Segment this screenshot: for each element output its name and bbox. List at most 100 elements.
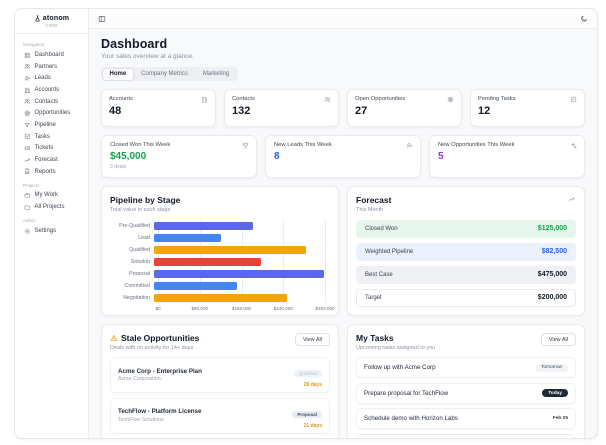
tasks-view-all-button[interactable]: View All: [540, 333, 576, 346]
dashboard-content: Dashboard Your sales overview at a glanc…: [89, 29, 597, 438]
theme-icon[interactable]: [580, 15, 588, 23]
task-due-badge: Feb 25: [552, 416, 568, 421]
sidebar-item-contacts[interactable]: Contacts: [21, 96, 82, 108]
stale-subtitle: Deals with no activity for 14+ days: [110, 345, 194, 351]
sidebar-item-accounts[interactable]: Accounts: [21, 84, 82, 96]
tab-marketing[interactable]: Marketing: [202, 71, 230, 77]
task-row[interactable]: Prepare proposal for TechFlow Today: [356, 382, 576, 404]
stale-days: 28 days: [303, 382, 322, 388]
forecast-card: Forecast This Month Closed Won $125,000 …: [347, 186, 585, 316]
stale-opportunity-row[interactable]: Acme Corp - Enterprise Plan Acme Corpora…: [110, 357, 330, 393]
task-row[interactable]: Follow up with Acme Corp Tomorrow: [356, 357, 576, 378]
pipeline-icon: [24, 122, 31, 129]
sidebar-item-pipeline[interactable]: Pipeline: [21, 119, 82, 131]
app-logo[interactable]: atonom CRM: [15, 9, 88, 34]
sidebar-item-label: Accounts: [34, 86, 60, 93]
highlight-label: Closed Won This Week: [110, 142, 171, 148]
panel-left-icon[interactable]: [98, 15, 106, 23]
opportunity-name: Acme Corp - Enterprise Plan: [118, 367, 202, 375]
stale-list: Acme Corp - Enterprise Plan Acme Corpora…: [110, 357, 330, 438]
chart-bar-track: [154, 281, 325, 291]
stat-card-accounts[interactable]: Accounts 48: [101, 89, 216, 127]
logo-icon: [35, 15, 40, 22]
sparkles-icon: [570, 142, 577, 149]
sidebar-item-my-work[interactable]: My Work: [21, 190, 82, 202]
stat-value: 132: [232, 105, 251, 117]
stat-card-pending-tasks[interactable]: Pending Tasks 12: [470, 89, 585, 127]
chart-x-tick: $240,000: [273, 306, 293, 311]
sidebar-item-tickets[interactable]: Tickets: [21, 143, 82, 155]
highlight-value: $45,000: [110, 151, 147, 162]
stale-opportunity-row[interactable]: TechFlow - Platform License TechFlow Sol…: [110, 397, 330, 434]
stat-label: Accounts: [109, 96, 133, 102]
chart-x-tick: $160,000: [231, 306, 252, 311]
sidebar-section: Admin Settings: [21, 218, 82, 237]
chart-bar[interactable]: [154, 257, 261, 267]
forecast-row-label: Closed Won: [365, 225, 398, 232]
stale-view-all-button[interactable]: View All: [294, 333, 330, 346]
opportunity-company: Acme Corporation: [118, 376, 161, 383]
chart-bar[interactable]: [154, 221, 253, 231]
stat-label: Contacts: [232, 96, 255, 102]
chart-subtitle: Total value in each stage: [110, 207, 171, 213]
trend-up-icon: [568, 196, 575, 203]
forecast-subtitle: This Month: [356, 207, 384, 213]
sidebar-item-forecast[interactable]: Forecast: [21, 154, 82, 166]
sidebar-item-label: Contacts: [34, 98, 59, 105]
forecast-row-value: $82,500: [541, 248, 567, 256]
sidebar-item-opportunities[interactable]: Opportunities: [21, 107, 82, 119]
sidebar-item-all-projects[interactable]: All Projects: [21, 201, 82, 213]
tasks-icon: [24, 133, 31, 140]
forecast-row-value: $200,000: [537, 294, 567, 302]
chart-category-label: Lead: [138, 235, 150, 241]
bottom-row: Stale Opportunities Deals with no activi…: [101, 324, 585, 438]
highlight-card-new-leads-this-week[interactable]: New Leads This Week 8: [265, 135, 421, 178]
highlight-card-new-opportunities-this-week[interactable]: New Opportunities This Week 5: [429, 135, 585, 178]
highlight-card-closed-won-this-week[interactable]: Closed Won This Week $45,000 3 deals: [101, 135, 257, 178]
stage-badge: Proposal: [292, 410, 322, 418]
chart-bar-track: [154, 269, 325, 279]
chart-bar[interactable]: [154, 233, 221, 243]
chart-bar[interactable]: [154, 281, 237, 291]
sidebar-item-label: Reports: [34, 168, 56, 175]
chart-bar[interactable]: [154, 245, 307, 255]
sidebar-item-settings[interactable]: Settings: [21, 225, 82, 237]
chart-bar-row: Qualified: [110, 244, 330, 256]
sidebar-item-dashboard[interactable]: Dashboard: [21, 49, 82, 61]
middle-row: Pipeline by Stage Total value in each st…: [101, 186, 585, 316]
chart-bar[interactable]: [154, 269, 324, 279]
chart-bar-track: [154, 233, 325, 243]
page-subtitle: Your sales overview at a glance.: [101, 53, 194, 60]
chart-x-axis: $0 $80,000 $160,000 $240,000 $320,000: [155, 304, 334, 314]
stat-label: Pending Tasks: [478, 96, 516, 102]
accounts-icon: [24, 87, 31, 94]
sidebar-item-reports[interactable]: Reports: [21, 166, 82, 178]
clipboard-icon: [570, 96, 577, 103]
forecast-row-value: $125,000: [537, 225, 567, 233]
task-row[interactable]: Review contract terms - Pinnacle Feb 27: [356, 433, 576, 438]
stats-row: Accounts 48 Contacts 132 Open Opportunit…: [101, 89, 585, 127]
sidebar-item-leads[interactable]: Leads: [21, 72, 82, 84]
task-row[interactable]: Schedule demo with Horizon Labs Feb 25: [356, 408, 576, 429]
stale-days: 21 days: [303, 422, 322, 429]
settings-icon: [24, 228, 31, 235]
users-icon: [324, 96, 331, 103]
sidebar-item-label: Dashboard: [34, 51, 64, 58]
chart-bar[interactable]: [154, 293, 287, 303]
tab-home[interactable]: Home: [102, 68, 134, 80]
tab-company-metrics[interactable]: Company Metrics: [141, 71, 188, 77]
chart-x-tick: $320,000: [315, 306, 335, 311]
sidebar-item-label: Opportunities: [34, 110, 71, 117]
opportunity-name: TechFlow - Platform License: [118, 408, 202, 416]
sidebar-item-partners[interactable]: Partners: [21, 61, 82, 73]
chart-category-label: Proposal: [129, 271, 150, 277]
stat-card-open-opportunities[interactable]: Open Opportunities 27: [347, 89, 462, 127]
forecast-row-label: Best Case: [365, 271, 393, 278]
reports-icon: [24, 168, 31, 175]
app-name: atonom: [42, 15, 70, 22]
sidebar-item-tasks[interactable]: Tasks: [21, 131, 82, 143]
trophy-icon: [242, 142, 249, 149]
stat-card-contacts[interactable]: Contacts 132: [224, 89, 339, 127]
top-bar: [89, 9, 597, 29]
chart-bar-track: [154, 245, 325, 255]
